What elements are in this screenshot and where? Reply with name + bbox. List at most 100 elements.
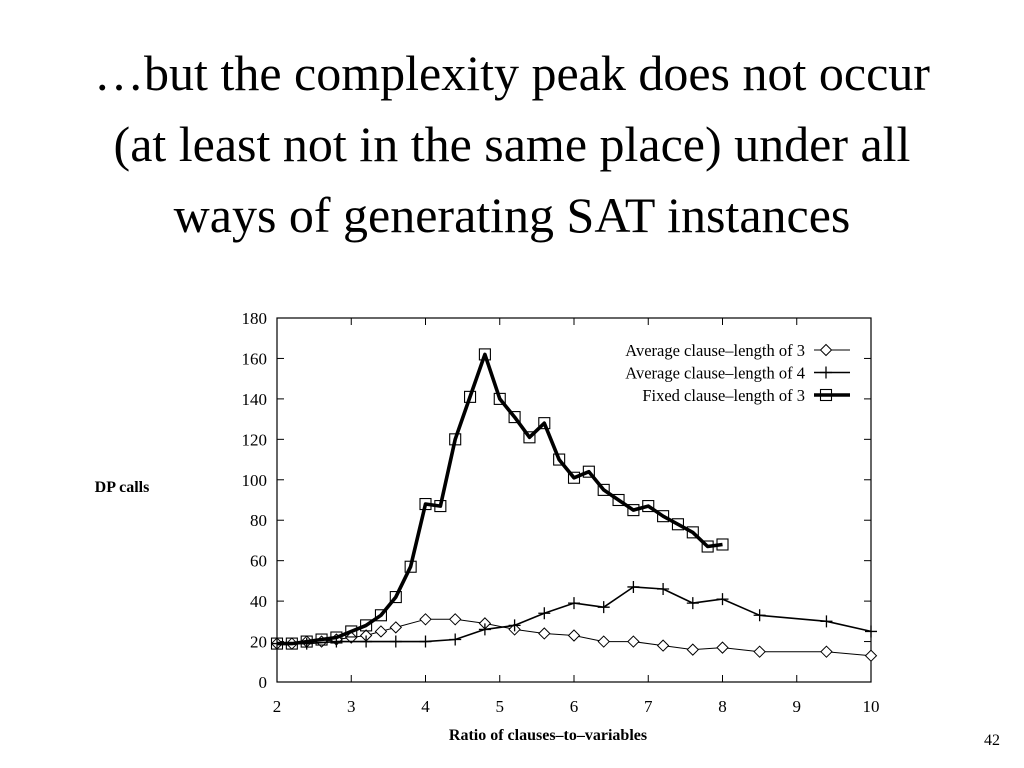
data-point xyxy=(478,348,491,361)
data-point xyxy=(642,500,655,513)
y-tick-label: 160 xyxy=(242,349,268,368)
data-point xyxy=(478,623,491,636)
data-point xyxy=(389,621,403,634)
data-point xyxy=(463,390,477,403)
page-number: 42 xyxy=(984,732,1000,749)
data-point xyxy=(300,635,313,648)
data-point xyxy=(374,625,388,638)
legend-marker xyxy=(819,388,833,402)
data-point xyxy=(656,639,670,652)
data-point xyxy=(419,613,432,626)
data-point xyxy=(389,591,402,604)
legend: Average clause–length of 3 Average clause… xyxy=(625,341,850,405)
data-point xyxy=(582,465,595,478)
legend-label: Average clause–length of 4 xyxy=(625,364,805,383)
data-point xyxy=(374,609,388,622)
series-line xyxy=(277,352,723,646)
data-point xyxy=(523,431,536,444)
x-tick-label: 5 xyxy=(496,697,505,716)
data-point xyxy=(627,504,640,517)
data-point xyxy=(538,607,551,620)
data-point xyxy=(434,500,447,513)
data-point xyxy=(612,493,625,507)
x-tick-label: 10 xyxy=(863,697,880,716)
data-point xyxy=(315,633,328,646)
data-point xyxy=(360,635,373,648)
data-point xyxy=(389,635,402,648)
data-point xyxy=(330,631,343,644)
data-point xyxy=(865,625,877,638)
data-point xyxy=(448,613,462,626)
data-point xyxy=(285,637,298,650)
data-point xyxy=(701,540,714,553)
y-tick-label: 80 xyxy=(250,511,267,530)
legend-marker xyxy=(819,343,833,357)
x-tick-label: 3 xyxy=(347,697,356,716)
data-point xyxy=(716,641,729,654)
data-point xyxy=(597,601,610,614)
data-point xyxy=(345,631,358,644)
data-point xyxy=(508,411,521,424)
data-point xyxy=(404,560,417,573)
data-point xyxy=(538,627,551,640)
y-tick-label: 20 xyxy=(250,633,267,652)
data-point xyxy=(671,518,685,531)
data-point xyxy=(493,392,506,405)
series-square xyxy=(270,348,729,650)
x-tick-label: 6 xyxy=(570,697,579,716)
data-point xyxy=(270,637,284,650)
slide-title-line: …but the complexity peak does not occur xyxy=(94,45,930,101)
data-point xyxy=(360,619,373,632)
data-point xyxy=(657,582,670,595)
y-tick-label: 100 xyxy=(242,471,268,490)
data-point xyxy=(627,635,640,648)
data-point xyxy=(716,593,729,606)
data-point xyxy=(820,645,833,658)
data-point xyxy=(686,526,699,539)
data-point xyxy=(864,649,878,662)
data-point xyxy=(597,635,610,648)
data-point xyxy=(345,625,358,638)
y-tick-label: 140 xyxy=(242,390,268,409)
x-tick-label: 7 xyxy=(644,697,653,716)
y-tick-label: 60 xyxy=(250,552,267,571)
x-tick-label: 2 xyxy=(273,697,282,716)
data-point xyxy=(627,580,640,593)
data-point xyxy=(597,483,610,496)
data-point xyxy=(568,597,580,610)
data-point xyxy=(419,497,432,511)
series-diamond xyxy=(270,613,878,662)
data-point xyxy=(686,643,700,656)
data-point xyxy=(753,609,766,622)
x-tick-label: 8 xyxy=(718,697,727,716)
data-point xyxy=(657,510,670,523)
data-point xyxy=(567,629,581,642)
slide-title-line: (at least not in the same place) under a… xyxy=(113,116,911,172)
data-point xyxy=(419,635,432,648)
slide-title: …but the complexity peak does not occur … xyxy=(20,38,1004,251)
data-point xyxy=(820,615,833,628)
legend-marker xyxy=(820,366,832,379)
data-point xyxy=(553,453,566,466)
data-point xyxy=(449,633,462,646)
data-point xyxy=(508,619,521,632)
legend-label: Fixed clause–length of 3 xyxy=(642,386,805,405)
legend-label: Average clause–length of 3 xyxy=(625,341,805,360)
data-point xyxy=(686,597,699,610)
y-tick-label: 0 xyxy=(259,673,268,692)
y-tick-label: 40 xyxy=(250,592,267,611)
series-plus xyxy=(271,580,877,650)
data-point xyxy=(753,645,766,658)
y-tick-label: 180 xyxy=(242,309,268,328)
slide-title-line: ways of generating SAT instances xyxy=(173,187,851,243)
data-point xyxy=(567,471,581,484)
x-axis-label: Ratio of clauses–to–variables xyxy=(449,727,647,744)
y-axis-label: DP calls xyxy=(95,479,150,496)
x-tick-label: 9 xyxy=(793,697,802,716)
data-point xyxy=(716,538,729,551)
data-point xyxy=(449,433,462,446)
data-point xyxy=(538,417,551,430)
y-tick-label: 120 xyxy=(242,430,268,449)
x-tick-label: 4 xyxy=(421,697,430,716)
